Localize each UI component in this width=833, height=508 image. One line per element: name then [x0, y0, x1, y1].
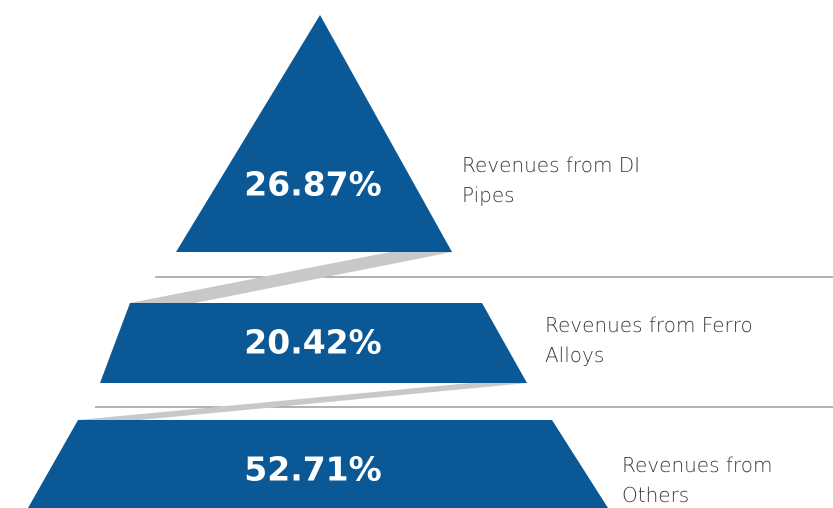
pyramid-tier	[100, 303, 527, 383]
category-label: Revenues from Others	[622, 453, 773, 507]
connector	[78, 383, 527, 420]
pyramid-tier	[176, 15, 452, 252]
value-label: 52.71%	[244, 450, 381, 489]
category-label: Revenues from Ferro Alloys	[545, 313, 753, 367]
value-label: 20.42%	[244, 323, 381, 362]
pyramid-tier	[28, 420, 608, 508]
connector	[130, 252, 452, 303]
value-label: 26.87%	[244, 165, 381, 204]
category-label: Revenues from DI Pipes	[462, 153, 641, 207]
